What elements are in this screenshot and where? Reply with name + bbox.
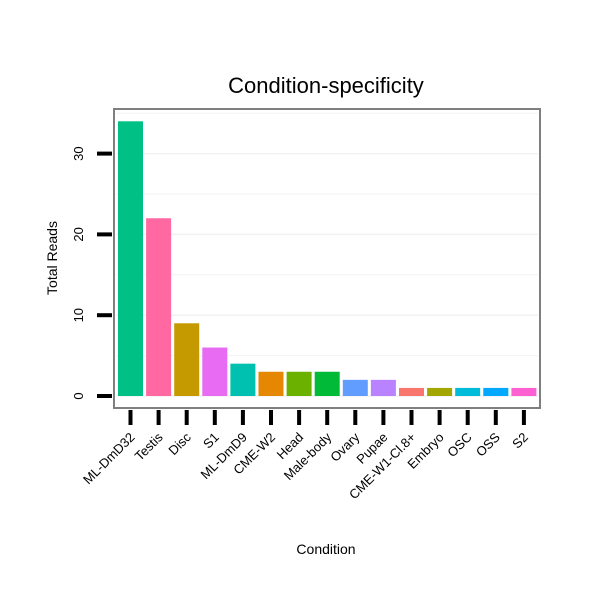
x-tick-label: OSC [444, 430, 475, 461]
x-tick-label: S1 [200, 430, 222, 452]
bar [314, 371, 340, 396]
y-axis-label: Total Reads [44, 221, 60, 295]
bar [342, 379, 368, 396]
x-tick-label: ML-DmD32 [80, 430, 138, 488]
bar [370, 379, 396, 396]
y-axis: 0 10 20 30 [71, 146, 112, 400]
bar [399, 387, 424, 396]
y-tick-label: 30 [71, 146, 86, 160]
y-tick-label: 0 [71, 392, 86, 399]
x-tick-label: OSS [473, 429, 503, 459]
bar [174, 323, 200, 396]
x-axis-label: Condition [296, 541, 355, 557]
bar [511, 387, 537, 396]
bars [118, 121, 537, 396]
bar [286, 371, 312, 396]
bar [455, 387, 481, 396]
x-tick-label: Disc [165, 429, 194, 458]
chart-title: Condition-specificity [228, 73, 424, 98]
bar [230, 363, 256, 396]
bar [118, 121, 143, 396]
y-tick-label: 10 [71, 308, 86, 322]
bar [202, 347, 228, 396]
x-tick-label: S2 [509, 430, 531, 452]
bar [483, 387, 509, 396]
bar [258, 371, 284, 396]
y-tick-label: 20 [71, 227, 86, 241]
bar [427, 387, 453, 396]
bar [146, 218, 172, 396]
x-tick-label: Testis [132, 429, 166, 463]
